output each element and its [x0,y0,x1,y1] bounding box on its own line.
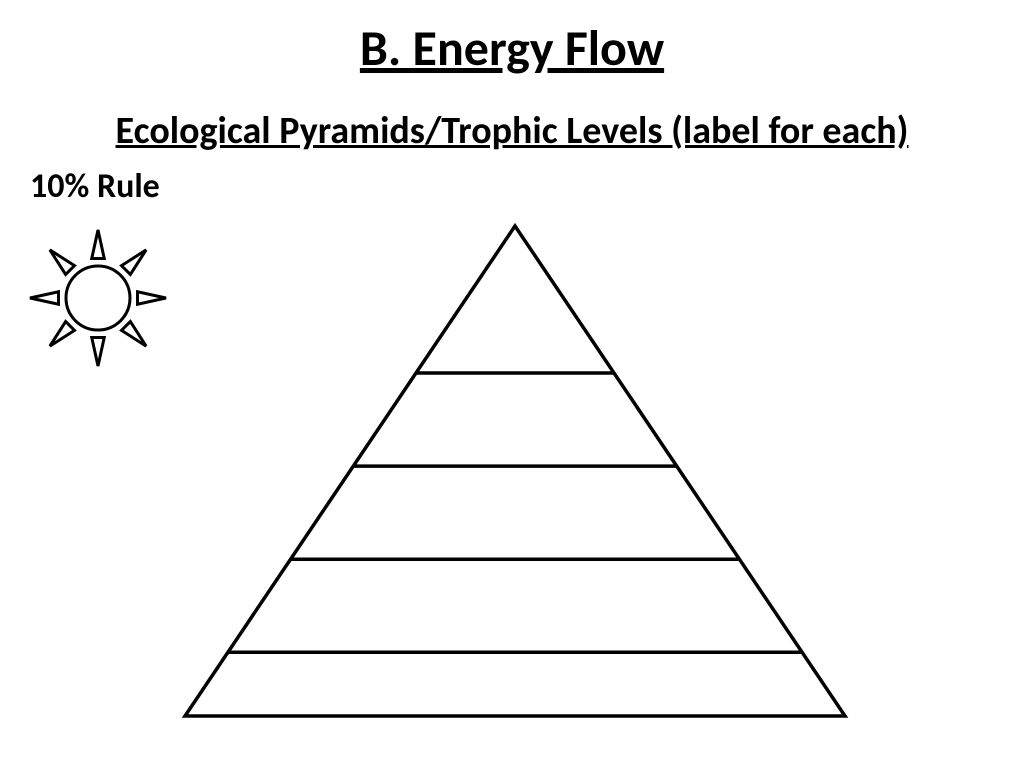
pyramid-svg [165,216,865,736]
sun-icon [18,218,183,388]
sun-svg [18,218,183,383]
rule-label: 10% Rule [30,166,160,207]
trophic-pyramid [165,216,865,741]
slide: B. Energy Flow Ecological Pyramids/Troph… [0,0,1024,768]
page-subtitle: Ecological Pyramids/Trophic Levels (labe… [0,108,1024,154]
page-title: B. Energy Flow [0,18,1024,79]
